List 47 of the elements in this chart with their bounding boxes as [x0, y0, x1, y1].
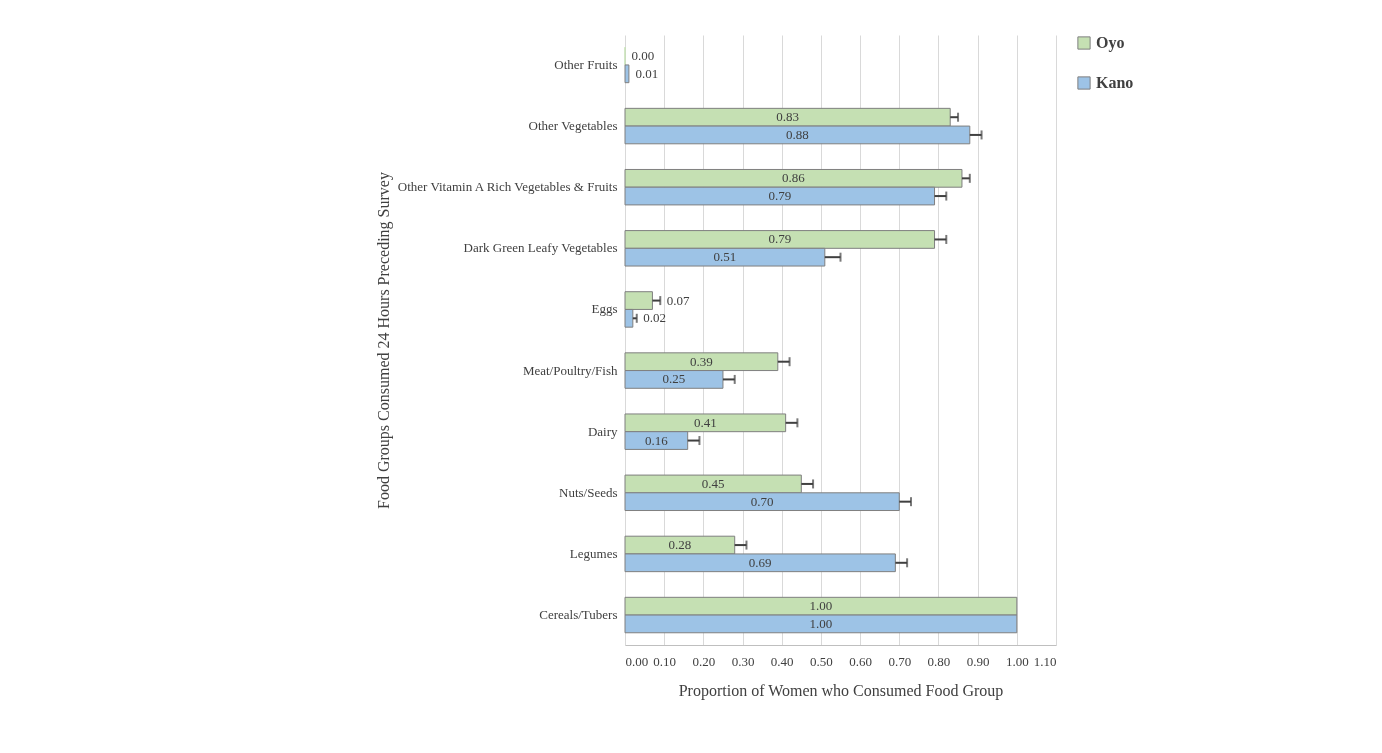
data-label: 0.45 — [701, 475, 725, 491]
data-label: 0.70 — [750, 493, 774, 509]
data-label: 0.69 — [748, 554, 772, 570]
x-tick-label: 0.40 — [770, 653, 794, 669]
bar — [624, 64, 630, 84]
x-tick-label: 0.00 — [625, 653, 649, 669]
data-label: 0.00 — [631, 48, 655, 64]
y-tick-label: Dark Green Leafy Vegetables — [463, 240, 618, 256]
x-tick-label: 0.80 — [927, 653, 951, 669]
x-tick-label: 0.70 — [888, 653, 912, 669]
data-label: 0.28 — [668, 537, 692, 553]
data-label: 0.86 — [782, 170, 806, 186]
x-tick-label: 0.10 — [653, 653, 677, 669]
y-tick-label: Other Fruits — [554, 56, 618, 72]
data-label: 0.25 — [662, 371, 686, 387]
data-label: 0.39 — [690, 353, 713, 369]
x-tick-label: 1.00 — [1005, 653, 1029, 669]
y-axis-title: Food Groups Consumed 24 Hours Preceding Survey — [374, 172, 393, 509]
data-label: 0.01 — [635, 65, 659, 81]
data-label: 1.00 — [809, 598, 833, 614]
data-label: 0.16 — [644, 432, 669, 448]
x-tick-label: 1.10 — [1033, 653, 1057, 669]
y-tick-label: Other Vitamin A Rich Vegetables & Fruits — [397, 179, 618, 195]
data-label: 0.79 — [768, 231, 792, 247]
x-axis-title: Proportion of Women who Consumed Food Group — [678, 681, 1004, 700]
y-tick-label: Dairy — [587, 423, 618, 439]
legend-label: Oyo — [1096, 34, 1125, 52]
data-label: 0.88 — [786, 126, 809, 142]
x-tick-label: 0.60 — [849, 653, 872, 669]
data-label: 0.02 — [643, 310, 666, 326]
x-tick-label: 0.90 — [966, 653, 990, 669]
legend-label: Kano — [1096, 74, 1134, 91]
x-tick-label: 0.20 — [692, 653, 716, 669]
data-label: 0.07 — [666, 292, 690, 308]
x-tick-label: 0.50 — [810, 653, 833, 669]
x-tick-label: 0.30 — [731, 653, 755, 669]
data-label: 0.41 — [693, 414, 717, 430]
y-tick-label: Nuts/Seeds — [559, 484, 618, 500]
data-label: 0.51 — [713, 249, 737, 265]
y-tick-label: Eggs — [591, 301, 618, 317]
data-label: 1.00 — [809, 615, 833, 631]
y-tick-label: Cereals/Tubers — [539, 607, 618, 623]
y-tick-label: Legumes — [569, 545, 618, 561]
data-label: 0.79 — [768, 188, 792, 204]
data-label: 0.83 — [776, 109, 799, 125]
y-tick-label: Other Vegetables — [528, 118, 618, 134]
y-tick-label: Meat/Poultry/Fish — [522, 362, 618, 378]
